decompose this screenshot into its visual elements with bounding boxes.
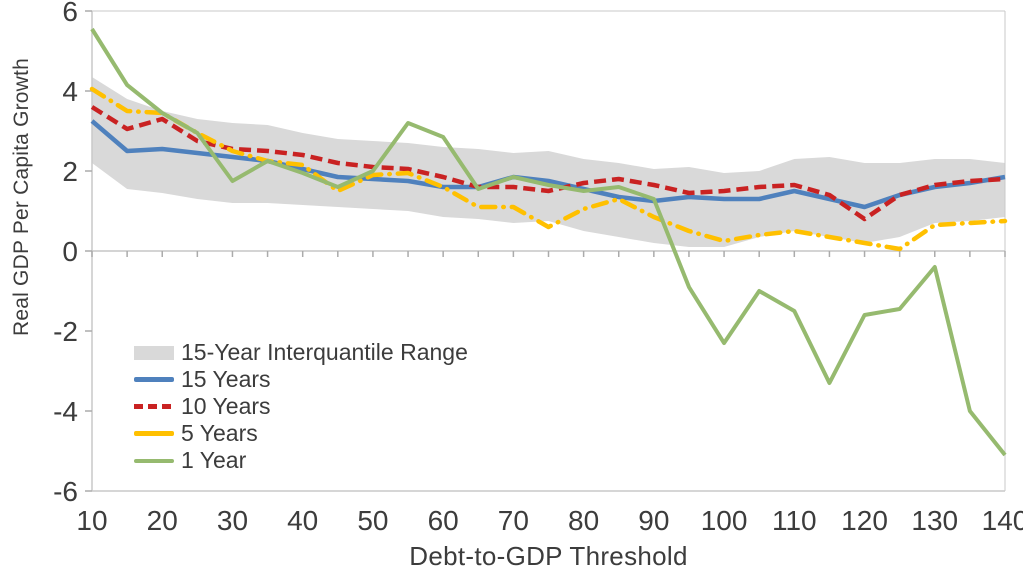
svg-text:130: 130: [911, 505, 958, 536]
legend-swatch-15-years: [134, 377, 176, 382]
svg-text:90: 90: [638, 505, 669, 536]
svg-text:50: 50: [357, 505, 388, 536]
svg-text:40: 40: [287, 505, 318, 536]
legend-item-interquantile-range: 15-Year Interquantile Range: [134, 339, 468, 366]
svg-text:0: 0: [62, 236, 78, 267]
svg-text:-2: -2: [53, 316, 78, 347]
x-axis-title: Debt-to-GDP Threshold: [409, 541, 688, 571]
svg-text:110: 110: [772, 505, 817, 536]
legend-item-1-year: 1 Year: [134, 447, 468, 474]
svg-text:20: 20: [147, 505, 178, 536]
legend-item-15-years: 15 Years: [134, 366, 468, 393]
svg-text:-4: -4: [53, 396, 78, 427]
svg-text:140: 140: [982, 505, 1023, 536]
legend-label-5-years: 5 Years: [181, 420, 258, 446]
legend: 15-Year Interquantile Range 15 Years 10 …: [134, 339, 468, 474]
svg-text:6: 6: [62, 0, 78, 27]
legend-label-10-years: 10 Years: [181, 393, 271, 419]
svg-text:30: 30: [217, 505, 248, 536]
legend-swatch-band: [134, 345, 176, 360]
legend-label-15-years: 15 Years: [181, 366, 271, 392]
svg-text:120: 120: [841, 505, 888, 536]
legend-swatch-5-years: [134, 431, 176, 436]
svg-text:2: 2: [62, 156, 78, 187]
legend-item-5-years: 5 Years: [134, 420, 468, 447]
svg-text:4: 4: [62, 76, 78, 107]
svg-text:10: 10: [76, 505, 107, 536]
legend-item-10-years: 10 Years: [134, 393, 468, 420]
legend-swatch-10-years: [134, 404, 176, 409]
svg-text:-6: -6: [53, 476, 78, 507]
svg-text:100: 100: [701, 505, 748, 536]
legend-swatch-1-year: [134, 458, 176, 463]
legend-label-1-year: 1 Year: [181, 447, 247, 473]
svg-text:80: 80: [568, 505, 599, 536]
y-axis-title: Real GDP Per Capita Growth: [10, 58, 33, 336]
svg-text:60: 60: [428, 505, 459, 536]
legend-label-interquantile-range: 15-Year Interquantile Range: [181, 339, 468, 365]
svg-text:70: 70: [498, 505, 529, 536]
